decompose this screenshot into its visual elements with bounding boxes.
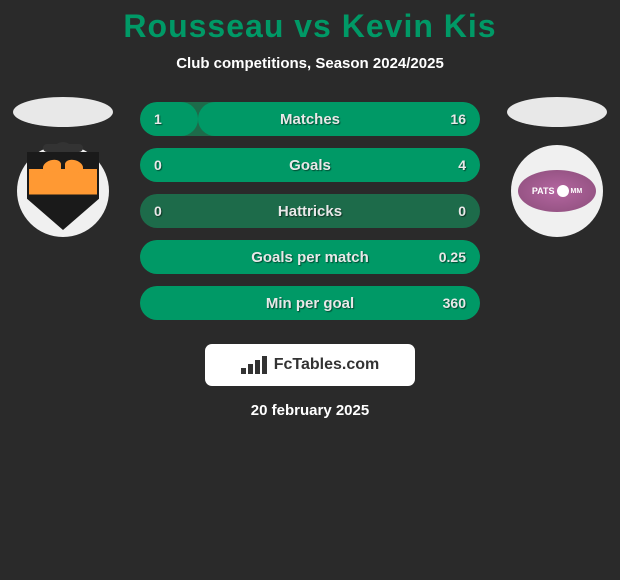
source-logo: FcTables.com <box>205 344 415 386</box>
chart-icon <box>241 356 267 374</box>
stat-value-right: 16 <box>450 111 466 127</box>
header: Rousseau vs Kevin Kis Club competitions,… <box>0 0 620 72</box>
logo-text: FcTables.com <box>274 356 380 374</box>
player-right-column: PATSMM <box>502 97 612 237</box>
pats-logo-icon: PATSMM <box>518 170 596 212</box>
stat-label: Goals per match <box>251 249 369 266</box>
stat-value-right: 0 <box>458 203 466 219</box>
stat-bar: Goals per match 0.25 <box>140 240 480 274</box>
club-badge-right: PATSMM <box>511 145 603 237</box>
page-title: Rousseau vs Kevin Kis <box>0 8 620 45</box>
club-badge-left <box>17 145 109 237</box>
stat-label: Hattricks <box>278 203 342 220</box>
footer-date: 20 february 2025 <box>0 402 620 419</box>
stat-label: Min per goal <box>266 295 354 312</box>
stat-bar: 0 Goals 4 <box>140 148 480 182</box>
stat-label: Matches <box>280 111 340 128</box>
shield-icon <box>27 152 99 230</box>
player-left-avatar <box>13 97 113 127</box>
stat-bar: 0 Hattricks 0 <box>140 194 480 228</box>
comparison-content: PATSMM 1 Matches 16 0 Goals 4 0 Hattricks 0 Goals… <box>0 102 620 332</box>
stat-value-left: 0 <box>154 203 162 219</box>
stat-bars: 1 Matches 16 0 Goals 4 0 Hattricks 0 Goals per ma… <box>140 102 480 332</box>
stat-value-left: 0 <box>154 157 162 173</box>
stat-value-left: 1 <box>154 111 162 127</box>
page-subtitle: Club competitions, Season 2024/2025 <box>0 55 620 72</box>
player-left-column <box>8 97 118 237</box>
stat-label: Goals <box>289 157 331 174</box>
stat-bar: Min per goal 360 <box>140 286 480 320</box>
stat-value-right: 0.25 <box>439 249 466 265</box>
player-right-avatar <box>507 97 607 127</box>
stat-bar: 1 Matches 16 <box>140 102 480 136</box>
stat-value-right: 4 <box>458 157 466 173</box>
stat-value-right: 360 <box>443 295 466 311</box>
